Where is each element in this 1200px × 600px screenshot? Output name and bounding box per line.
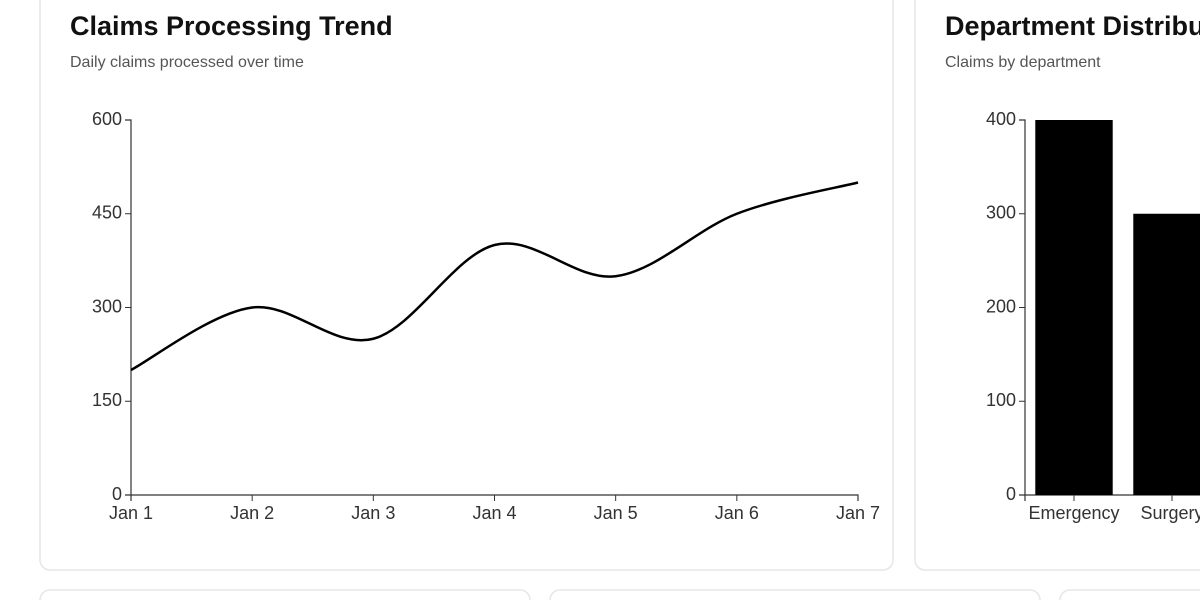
x-tick-label: Surgery <box>1140 503 1200 523</box>
y-tick-label: 150 <box>92 390 122 410</box>
x-tick-label: Jan 3 <box>351 503 395 523</box>
x-tick-label: Jan 7 <box>836 503 880 523</box>
line <box>130 181 859 372</box>
x-axis <box>1024 494 1200 501</box>
card <box>39 0 894 571</box>
y-tick-label: 100 <box>986 390 1016 410</box>
y-tick-label: 300 <box>986 203 1016 223</box>
y-tick-label: 0 <box>1006 484 1016 504</box>
y-tick-label: 600 <box>92 109 122 129</box>
bar <box>1035 120 1113 495</box>
card <box>1059 589 1200 600</box>
x-tick-label: Jan 4 <box>472 503 516 523</box>
y-tick-label: 200 <box>986 296 1016 316</box>
y-tick-label: 0 <box>112 484 122 504</box>
chart-title: Department Distribution <box>945 11 1200 41</box>
chart-title: Claims Processing Trend <box>70 11 393 41</box>
x-tick-label: Jan 5 <box>594 503 638 523</box>
x-tick-label: Jan 1 <box>109 503 153 523</box>
x-tick-label: Jan 2 <box>230 503 274 523</box>
x-tick-label: Jan 6 <box>715 503 759 523</box>
chart-subtitle: Daily claims processed over time <box>70 54 304 71</box>
y-tick-label: 400 <box>986 109 1016 129</box>
chart-subtitle: Claims by department <box>945 54 1101 71</box>
x-tick-label: Emergency <box>1028 503 1119 523</box>
bar <box>1133 213 1200 495</box>
y-tick-label: 450 <box>92 203 122 223</box>
y-tick-label: 300 <box>92 296 122 316</box>
card <box>39 589 531 600</box>
card <box>549 589 1041 600</box>
